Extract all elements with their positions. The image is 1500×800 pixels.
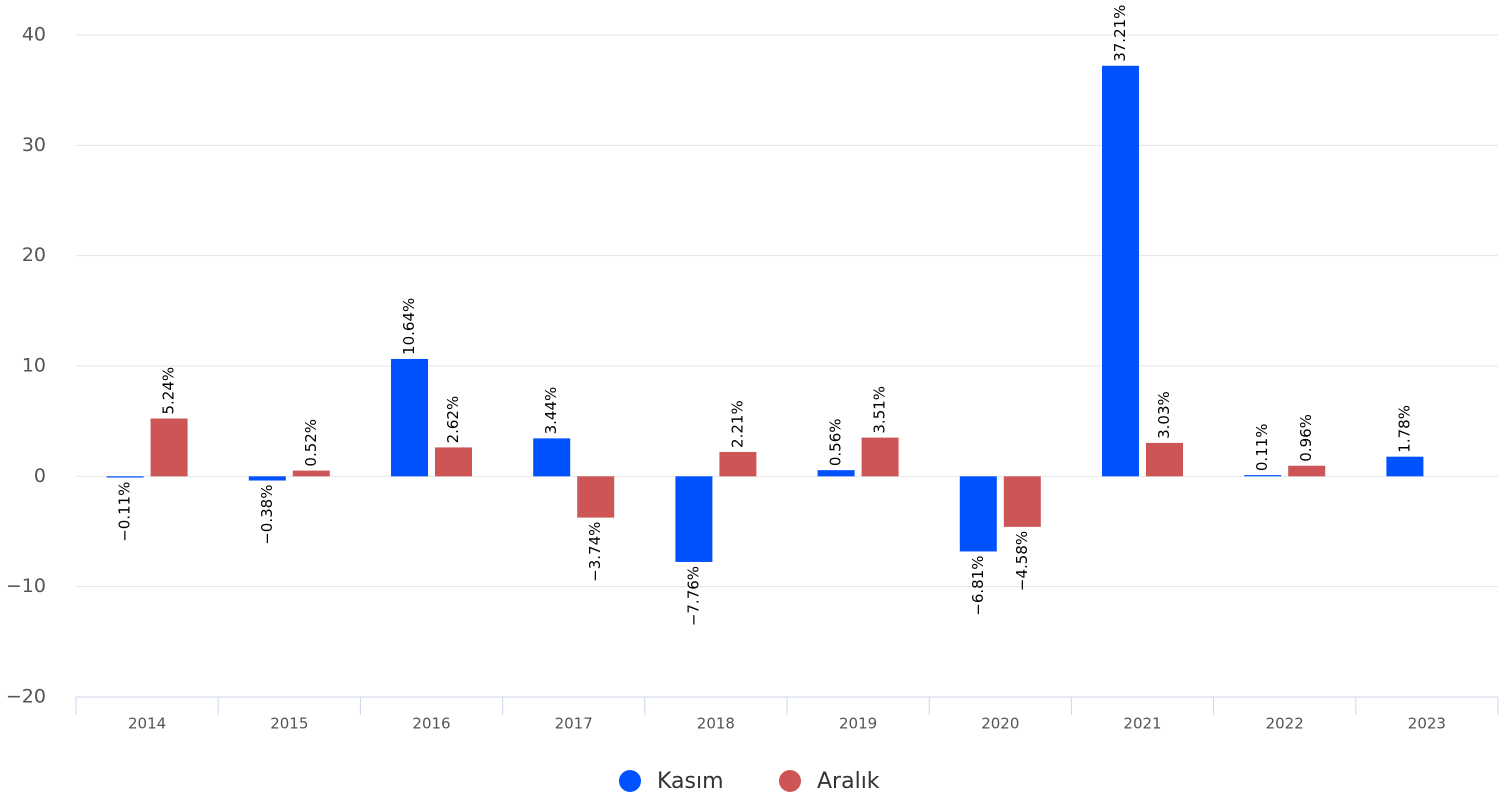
data-label: 3.44%	[542, 387, 560, 435]
data-label: 0.11%	[1253, 423, 1271, 471]
data-label: −4.58%	[1013, 531, 1031, 591]
data-label: 0.52%	[302, 419, 320, 467]
data-label: −7.76%	[684, 566, 702, 626]
y-tick-label: −10	[6, 575, 46, 597]
bar	[1288, 465, 1326, 477]
bar	[1386, 456, 1424, 477]
y-tick-label: 0	[34, 465, 46, 487]
x-tick-label: 2015	[270, 715, 308, 733]
x-tick-label: 2014	[128, 715, 166, 733]
bar	[577, 476, 615, 518]
bar	[150, 418, 188, 477]
bar	[1146, 442, 1183, 477]
x-tick-label: 2018	[697, 715, 735, 733]
bar	[391, 358, 428, 477]
data-label: 1.78%	[1395, 405, 1413, 453]
data-label: 2.62%	[444, 396, 462, 444]
legend-label[interactable]: Aralık	[817, 769, 880, 794]
x-tick-label: 2023	[1408, 715, 1446, 733]
bar	[435, 447, 472, 477]
bar	[1244, 475, 1282, 477]
x-tick-label: 2017	[555, 715, 593, 733]
data-label: 2.21%	[728, 400, 746, 448]
y-tick-label: 40	[22, 24, 46, 46]
data-label: 0.96%	[1297, 414, 1315, 462]
bar	[817, 470, 855, 477]
legend-label[interactable]: Kasım	[657, 769, 724, 794]
data-label: 3.51%	[871, 386, 889, 434]
data-label: −3.74%	[586, 522, 604, 582]
x-tick-label: 2020	[981, 715, 1019, 733]
x-tick-label: 2019	[839, 715, 877, 733]
y-tick-label: 20	[22, 244, 46, 266]
x-tick-label: 2022	[1266, 715, 1304, 733]
x-tick-label: 2021	[1123, 715, 1161, 733]
bar	[533, 438, 571, 477]
bar	[861, 437, 899, 477]
data-label: −0.38%	[258, 485, 276, 545]
data-label: 37.21%	[1111, 5, 1129, 62]
bar	[675, 476, 713, 562]
bar	[292, 470, 330, 477]
data-label: 5.24%	[160, 367, 178, 415]
legend-marker[interactable]	[619, 770, 641, 792]
data-label: 3.03%	[1155, 391, 1173, 439]
bar	[106, 476, 144, 478]
legend-marker[interactable]	[779, 770, 801, 792]
y-tick-label: 10	[22, 355, 46, 377]
bar	[248, 476, 286, 481]
y-tick-label: −20	[6, 686, 46, 708]
x-tick-label: 2016	[412, 715, 450, 733]
y-tick-label: 30	[22, 134, 46, 156]
bar	[719, 451, 757, 477]
data-label: 0.56%	[827, 418, 845, 466]
bar	[1102, 65, 1139, 477]
data-label: 10.64%	[400, 298, 418, 355]
data-label: −6.81%	[969, 555, 987, 615]
bar	[959, 476, 997, 552]
bar	[1003, 476, 1041, 527]
data-label: −0.11%	[116, 482, 134, 542]
